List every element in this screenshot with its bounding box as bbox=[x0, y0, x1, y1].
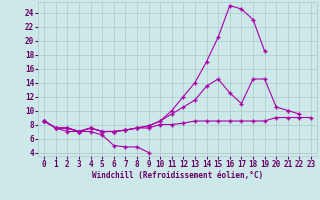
X-axis label: Windchill (Refroidissement éolien,°C): Windchill (Refroidissement éolien,°C) bbox=[92, 171, 263, 180]
